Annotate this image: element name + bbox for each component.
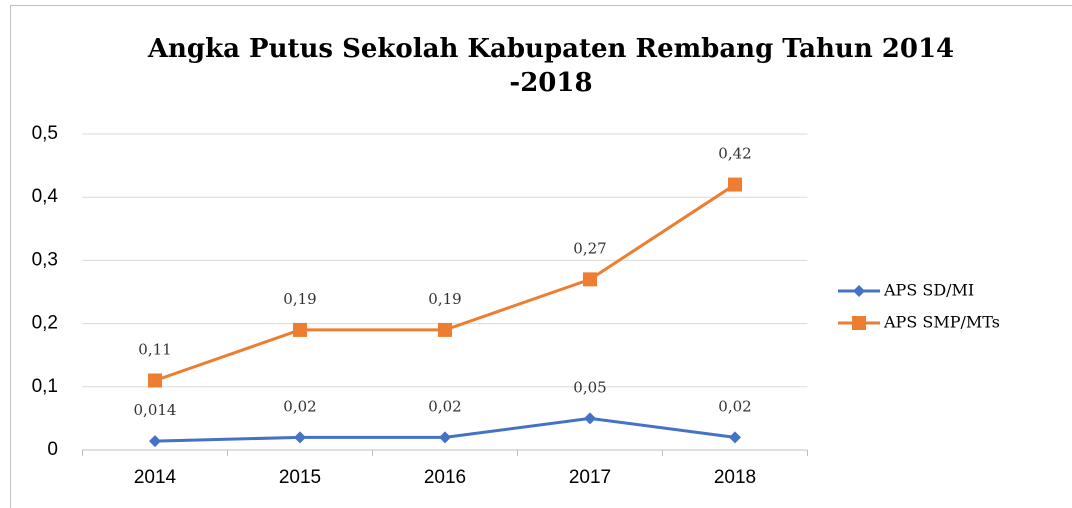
x-tick-label: 2015 xyxy=(279,467,321,488)
point xyxy=(438,322,452,337)
point xyxy=(294,431,306,444)
y-tick-label: 0,2 xyxy=(32,313,58,334)
data-label: 0,19 xyxy=(283,290,316,308)
point xyxy=(852,316,866,330)
y-tick-label: 0,4 xyxy=(32,186,59,207)
point xyxy=(148,373,162,388)
x-tick-label: 2017 xyxy=(569,467,611,488)
point xyxy=(149,435,161,448)
point xyxy=(728,177,742,192)
y-tick-label: 0,3 xyxy=(32,249,58,270)
x-tick-label: 2016 xyxy=(424,467,466,488)
data-label: 0,02 xyxy=(428,397,461,415)
data-label: 0,02 xyxy=(718,397,751,415)
data-label: 0,27 xyxy=(573,239,606,257)
point xyxy=(293,322,307,337)
y-tick-label: 0,1 xyxy=(32,376,58,397)
x-tick-label: 2018 xyxy=(714,467,756,488)
chart-frame xyxy=(10,5,1072,508)
series-line xyxy=(154,183,736,382)
y-tick-label: 0,5 xyxy=(32,123,58,144)
x-tick-label: 2014 xyxy=(134,467,177,488)
legend-label: APS SD/MI xyxy=(883,281,974,300)
point xyxy=(729,431,741,444)
point xyxy=(583,272,597,287)
data-label: 0,02 xyxy=(283,397,316,415)
data-label: 0,19 xyxy=(428,290,461,308)
data-label: 0,014 xyxy=(134,401,177,419)
data-label: 0,05 xyxy=(573,378,606,396)
legend-label: APS SMP/MTs xyxy=(883,313,1000,332)
chart-title: Angka Putus Sekolah Kabupaten Rembang Ta… xyxy=(147,34,955,98)
data-label: 0,42 xyxy=(718,145,751,163)
point xyxy=(853,285,865,297)
point xyxy=(584,412,596,425)
y-tick-label: 0 xyxy=(47,439,58,460)
data-label: 0,11 xyxy=(138,340,171,358)
point xyxy=(439,431,451,444)
